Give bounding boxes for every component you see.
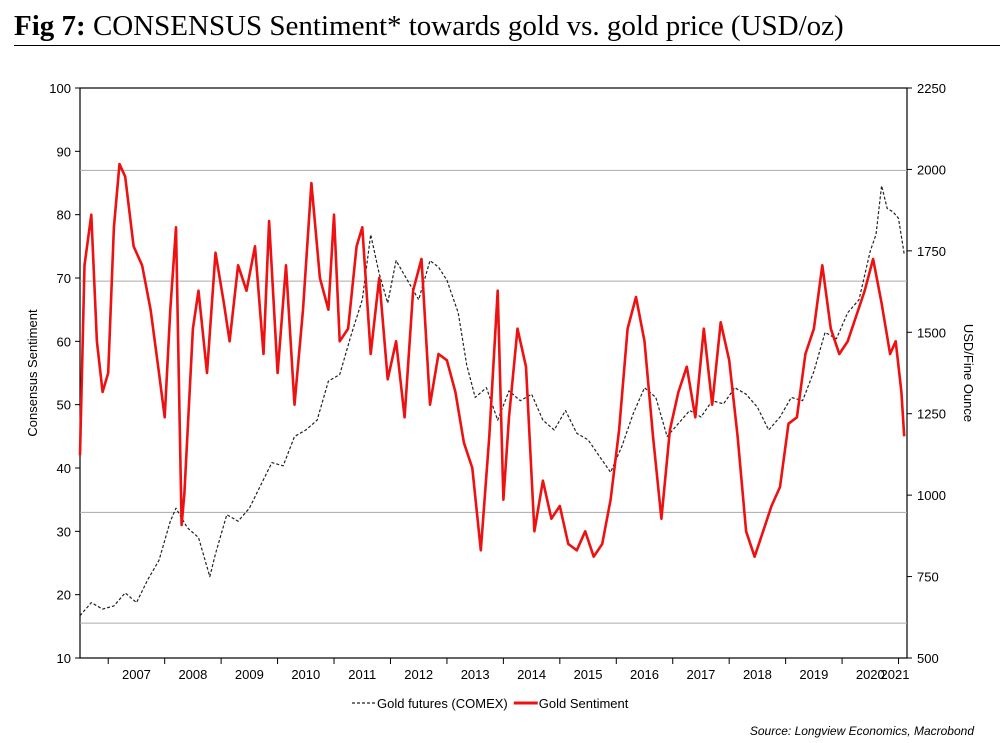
x-axis-tick-label: 2021 — [881, 667, 910, 682]
x-axis-tick-label: 2011 — [348, 667, 376, 682]
series-line-gold-sentiment — [78, 162, 906, 559]
left-axis-tick-label: 100 — [49, 81, 71, 96]
right-axis-tick-label: 1750 — [917, 244, 946, 259]
left-axis-tick-label: 50 — [57, 398, 71, 413]
x-axis-tick-label: 2010 — [291, 667, 320, 682]
legend-label-gold-futures: Gold futures (COMEX) — [377, 696, 508, 711]
x-axis-tick-label: 2015 — [574, 667, 603, 682]
source-note: Source: Longview Economics, Macrobond — [749, 724, 974, 738]
left-axis-tick-label: 40 — [57, 461, 71, 476]
x-axis-tick-label: 2020 — [856, 667, 885, 682]
left-axis-tick-label: 90 — [57, 144, 71, 159]
x-axis-tick-label: 2016 — [630, 667, 659, 682]
x-axis-tick-label: 2009 — [235, 667, 264, 682]
right-axis-tick-label: 1500 — [917, 325, 946, 340]
x-axis-tick-label: 2012 — [404, 667, 433, 682]
left-axis-tick-label: 30 — [57, 524, 71, 539]
left-axis-tick-label: 70 — [57, 271, 71, 286]
title-rule — [14, 45, 1000, 46]
series-line-gold-futures — [79, 185, 905, 617]
x-axis-tick-label: 2013 — [461, 667, 490, 682]
left-axis-tick-label: 80 — [57, 208, 71, 223]
x-axis-tick-label: 2008 — [178, 667, 207, 682]
x-axis-tick-label: 2019 — [799, 667, 828, 682]
figure-title: Fig 7: CONSENSUS Sentiment* towards gold… — [14, 10, 844, 43]
right-axis-tick-label: 2000 — [917, 162, 946, 177]
x-axis-tick-label: 2014 — [517, 667, 546, 682]
plot-frame — [79, 87, 908, 659]
legend-label-gold-sentiment: Gold Sentiment — [539, 696, 629, 711]
left-axis-tick-label: 10 — [57, 651, 71, 666]
right-axis-title: USD/Fine Ounce — [961, 324, 976, 422]
figure-label: Fig 7: — [14, 10, 86, 42]
right-axis-tick-label: 1000 — [917, 488, 946, 503]
right-axis-tick-label: 750 — [917, 570, 939, 585]
x-axis-tick-label: 2007 — [122, 667, 151, 682]
right-axis-tick-label: 2250 — [917, 81, 946, 96]
figure-title-text: CONSENSUS Sentiment* towards gold vs. go… — [92, 10, 844, 42]
right-axis-tick-label: 1250 — [917, 407, 946, 422]
x-axis-tick-label: 2018 — [743, 667, 772, 682]
left-axis-tick-label: 20 — [57, 588, 71, 603]
left-axis-title: Consensus Sentiment — [25, 309, 40, 437]
x-axis-tick-label: 2017 — [686, 667, 715, 682]
left-axis-tick-label: 60 — [57, 334, 71, 349]
right-axis-tick-label: 500 — [917, 651, 939, 666]
